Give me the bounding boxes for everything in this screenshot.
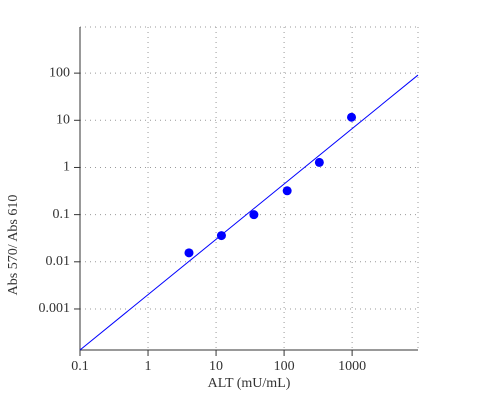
data-point xyxy=(249,210,259,220)
x-tick-label: 0.1 xyxy=(71,359,89,374)
x-tick-label: 100 xyxy=(274,359,295,374)
y-tick-label: 10 xyxy=(56,113,70,128)
y-tick-label: 0.01 xyxy=(46,254,71,269)
fit-line xyxy=(79,74,419,351)
y-tick-label: 0.1 xyxy=(53,207,71,222)
data-point xyxy=(314,157,324,167)
x-tick-label: 1 xyxy=(145,359,152,374)
x-axis-label: ALT (mU/mL) xyxy=(208,376,291,391)
data-point xyxy=(347,112,357,122)
y-tick-label: 100 xyxy=(49,65,70,80)
y-tick-label: 1 xyxy=(63,160,70,175)
data-point xyxy=(282,186,292,196)
y-tick-label: 0.001 xyxy=(39,301,71,316)
x-tick-label: 10 xyxy=(209,359,223,374)
y-axis-label: Abs 570/ Abs 610 xyxy=(6,195,21,296)
x-tick-label: 1000 xyxy=(338,359,366,374)
data-point xyxy=(184,248,194,258)
